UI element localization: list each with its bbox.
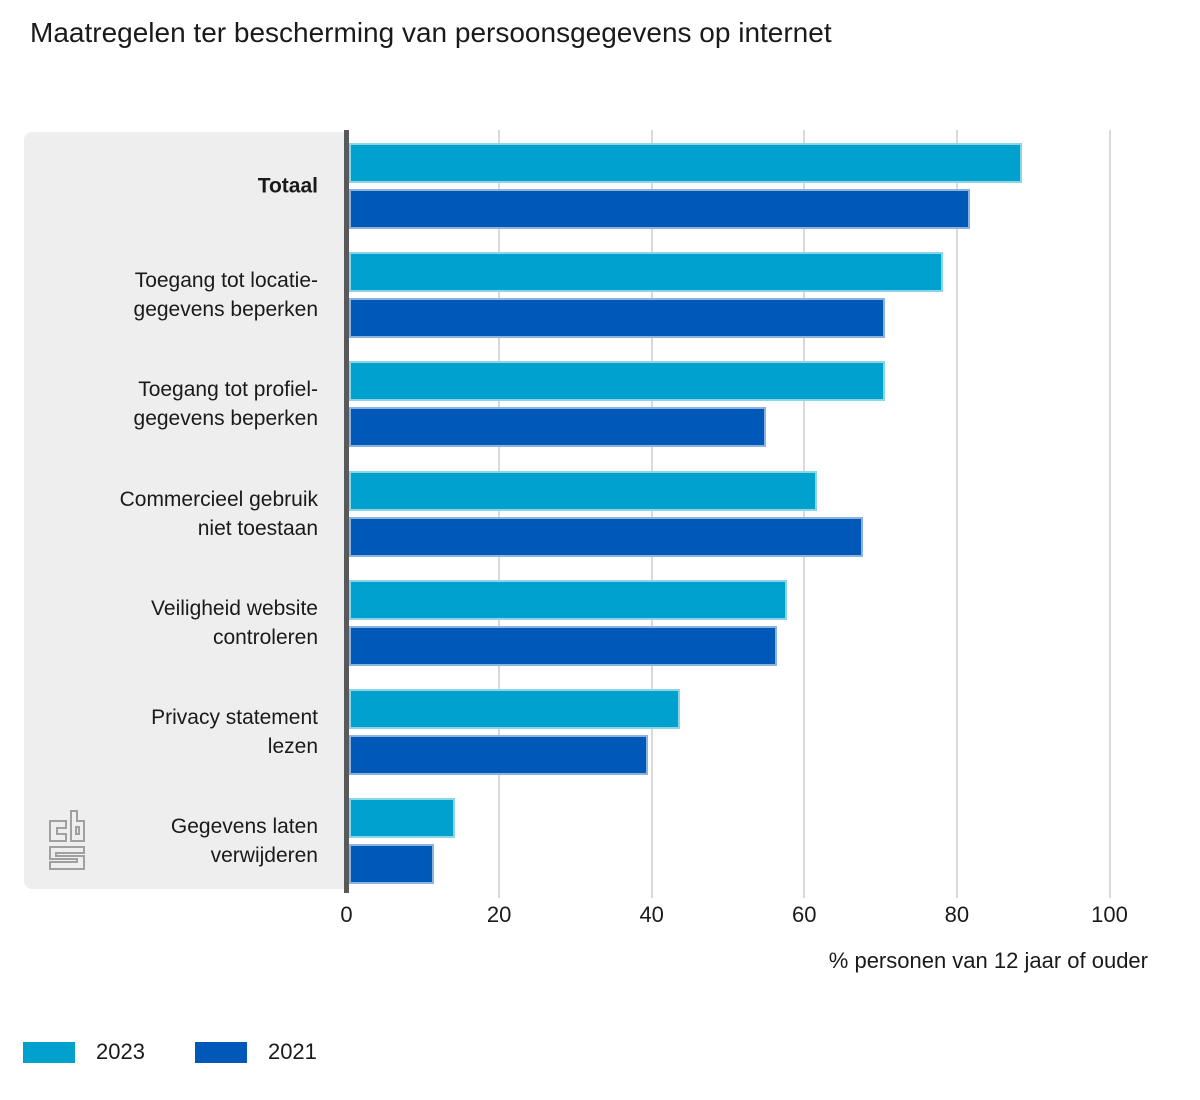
category-label-5: Privacy statement lezen xyxy=(151,706,318,758)
bar-2021-2 xyxy=(349,407,766,448)
x-tick-label-0: 0 xyxy=(340,902,353,927)
category-label-4: Veiligheid website controleren xyxy=(151,596,318,649)
category-label-3: Commercieel gebruik niet toestaan xyxy=(119,487,318,540)
legend-swatch-2021 xyxy=(194,1041,247,1063)
bar-2021-3 xyxy=(349,516,864,557)
category-label-2: Toegang tot profiel-gegevens beperken xyxy=(133,378,318,431)
category-panel xyxy=(24,132,344,889)
legend-swatch-2023 xyxy=(23,1041,75,1063)
x-tick-label-60: 60 xyxy=(792,902,817,927)
bar-chart: Totaal Toegang tot locatie-gegevens beper… xyxy=(0,130,1200,910)
gridline-20 xyxy=(498,130,501,898)
category-label-1: Toegang tot locatie-gegevens beperken xyxy=(133,269,318,322)
bar-2023-4 xyxy=(349,579,787,620)
bar-2021-0 xyxy=(349,189,971,229)
x-tick-label-40: 40 xyxy=(639,902,664,927)
legend-label-2021: 2021 xyxy=(267,1039,317,1064)
gridline-60 xyxy=(803,130,806,898)
y-axis-line xyxy=(344,130,349,893)
cbs-logo-icon xyxy=(49,810,85,870)
bar-2021-4 xyxy=(349,625,778,666)
gridline-100 xyxy=(1108,130,1111,898)
bar-2023-0 xyxy=(349,143,1022,183)
legend: 2023 2021 xyxy=(23,1039,367,1065)
gridline-40 xyxy=(650,130,653,898)
x-tick-label-100: 100 xyxy=(1091,902,1128,927)
chart-title: Maatregelen ter bescherming van persoons… xyxy=(30,17,832,48)
bar-2021-6 xyxy=(349,844,434,885)
bar-2023-2 xyxy=(349,361,886,402)
x-tick-label-20: 20 xyxy=(486,902,512,927)
bar-2021-1 xyxy=(349,298,886,339)
x-axis-title: % personen van 12 jaar of ouder xyxy=(828,948,1148,973)
x-tick-label-80: 80 xyxy=(944,902,970,927)
legend-label-2023: 2023 xyxy=(96,1039,145,1064)
bar-2023-3 xyxy=(349,470,817,511)
legend-item-2023: 2023 xyxy=(23,1039,145,1065)
bar-2023-5 xyxy=(349,689,681,729)
bar-2021-5 xyxy=(349,735,649,775)
legend-item-2021: 2021 xyxy=(194,1039,317,1065)
bar-2023-1 xyxy=(349,252,944,293)
bar-2023-6 xyxy=(349,798,456,839)
category-label-6: Gegevens laten verwijderen xyxy=(170,815,318,868)
category-label-0: Totaal xyxy=(257,174,318,198)
gridline-80 xyxy=(955,130,958,898)
